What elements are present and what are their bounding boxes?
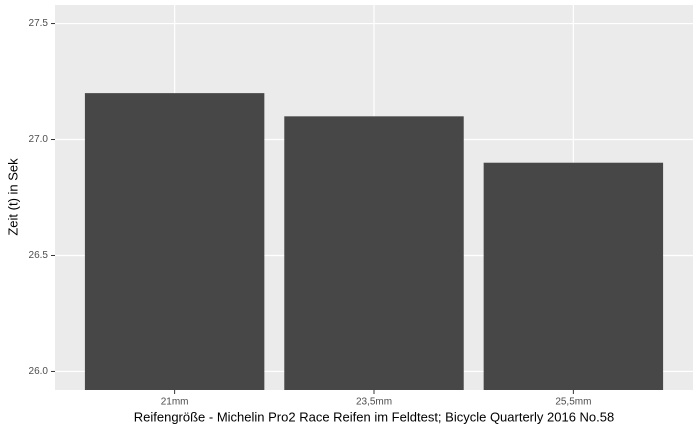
bar — [84, 93, 265, 390]
bar — [483, 162, 664, 390]
y-axis-title: Zeit (t) in Sek — [5, 158, 20, 236]
x-axis-title: Reifengröße - Michelin Pro2 Race Reifen … — [134, 409, 615, 424]
y-tick-label: 27.5 — [29, 18, 49, 29]
y-tick-label: 26.5 — [29, 250, 49, 261]
y-tick-label: 26.0 — [29, 366, 49, 377]
y-tick-label: 27.0 — [29, 134, 49, 145]
bar — [284, 116, 464, 390]
x-tick-label: 21mm — [161, 397, 189, 408]
x-tick-label: 23,5mm — [356, 397, 392, 408]
x-tick-label: 25,5mm — [555, 397, 591, 408]
